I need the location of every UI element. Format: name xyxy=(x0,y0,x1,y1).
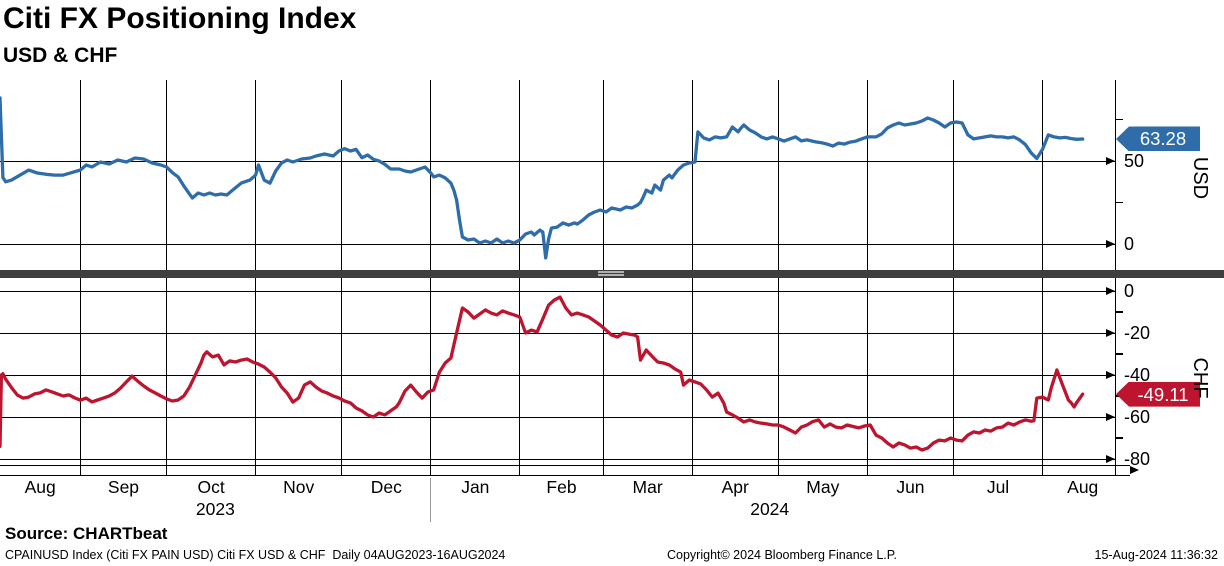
panel-divider[interactable] xyxy=(0,269,1224,278)
copyright-text: Copyright© 2024 Bloomberg Finance L.P. xyxy=(667,548,897,562)
y-tick-label: 0 xyxy=(1124,281,1135,301)
x-month-tick xyxy=(255,465,257,475)
chf-last-value-tag: -49.11 xyxy=(1116,381,1200,407)
x-month-label: Dec xyxy=(370,477,402,497)
x-month-label: Oct xyxy=(197,477,225,497)
gridline-arrowhead-icon xyxy=(1106,239,1115,248)
panel-divider-grip[interactable] xyxy=(598,274,624,276)
value-gridline xyxy=(0,458,1115,460)
value-gridline xyxy=(0,290,1115,292)
x-month-label: Jan xyxy=(461,477,490,497)
timestamp: 15-Aug-2024 11:36:32 xyxy=(1094,548,1218,562)
x-month-tick xyxy=(777,465,779,475)
x-month-label: Jul xyxy=(986,477,1010,497)
x-month-tick xyxy=(1042,465,1044,475)
y-minor-tick xyxy=(1115,437,1123,439)
gridline-arrowhead-icon xyxy=(1106,454,1115,463)
y-tick-label: -40 xyxy=(1124,365,1151,385)
x-month-label: Aug xyxy=(24,477,56,497)
x-axis-arrowhead-icon xyxy=(1130,465,1139,474)
x-month-tick xyxy=(519,465,521,475)
y-tick-label: 50 xyxy=(1124,151,1145,171)
gridline-arrowhead-icon xyxy=(1106,328,1115,337)
panel-divider-grip[interactable] xyxy=(598,271,624,273)
x-month-label: Jun xyxy=(896,477,925,497)
page-title: Citi FX Positioning Index xyxy=(3,2,357,35)
x-month-label: Apr xyxy=(721,477,749,497)
y-tick-label: 0 xyxy=(1124,234,1135,254)
x-month-label: Aug xyxy=(1067,477,1099,497)
x-month-tick xyxy=(691,465,693,475)
gridline-arrowhead-icon xyxy=(1106,286,1115,295)
x-month-tick xyxy=(866,465,868,475)
security-description: CPAINUSD Index (Citi FX PAIN USD) Citi F… xyxy=(5,548,506,562)
year-separator xyxy=(430,478,432,522)
gridline-arrowhead-icon xyxy=(1106,412,1115,421)
x-month-tick xyxy=(79,465,81,475)
y-minor-tick xyxy=(1115,201,1123,204)
y-tick-label: -80 xyxy=(1124,449,1151,469)
x-month-label: Mar xyxy=(632,477,663,497)
x-axis-line xyxy=(0,474,1130,476)
y-axis-line xyxy=(1114,80,1116,475)
y-tick-label: -20 xyxy=(1124,323,1151,343)
x-month-tick xyxy=(1114,465,1116,475)
x-month-label: Feb xyxy=(546,477,577,497)
x-year-label: 2024 xyxy=(750,499,790,519)
y-minor-tick xyxy=(1115,118,1123,121)
x-year-label: 2023 xyxy=(195,499,235,519)
x-month-tick xyxy=(341,465,343,475)
x-month-tick xyxy=(166,465,168,475)
x-axis-line xyxy=(0,464,1130,466)
x-month-label: Nov xyxy=(283,477,315,497)
x-month-label: Sep xyxy=(107,477,140,497)
gridline-arrowhead-icon xyxy=(1106,156,1115,165)
chf-axis-title: CHF xyxy=(1189,357,1211,399)
x-month-tick xyxy=(953,465,954,475)
x-month-tick xyxy=(430,465,432,475)
y-tick-label: -60 xyxy=(1124,407,1151,427)
x-month-tick xyxy=(602,465,604,475)
x-month-label: May xyxy=(806,477,840,497)
y-minor-tick xyxy=(1115,311,1123,313)
chart-subtitle: USD & CHF xyxy=(3,44,118,67)
y-minor-tick xyxy=(1115,353,1123,355)
chart-plot-area[interactable] xyxy=(0,80,1115,465)
gridline-arrowhead-icon xyxy=(1106,370,1115,379)
source-label: Source: CHARTbeat xyxy=(5,524,168,543)
usd-last-value-tag: 63.28 xyxy=(1116,126,1200,152)
usd-axis-title: USD xyxy=(1189,156,1211,200)
